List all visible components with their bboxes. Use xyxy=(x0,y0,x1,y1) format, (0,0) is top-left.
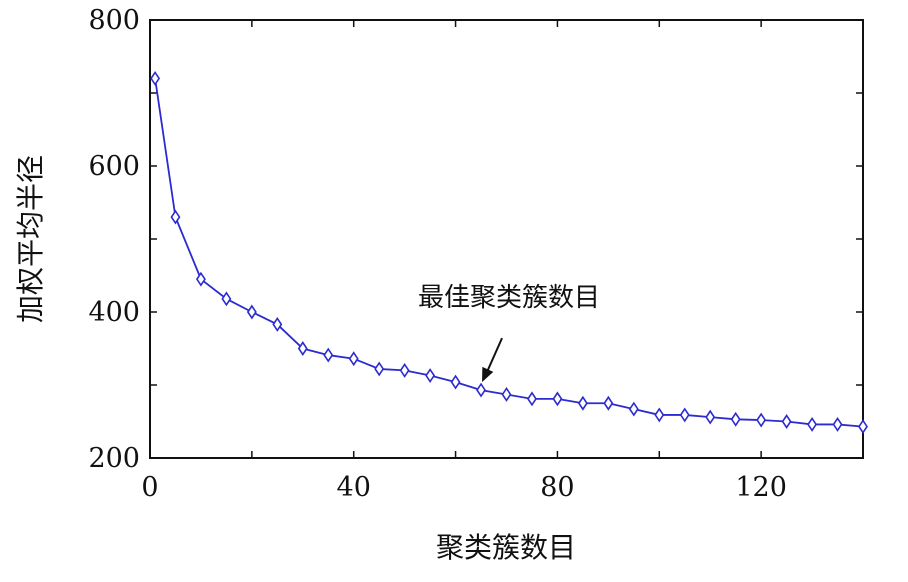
data-point xyxy=(195,271,206,287)
data-point xyxy=(476,382,486,398)
data-point xyxy=(654,407,665,423)
x-tick-label: 40 xyxy=(337,472,371,503)
annotation-arrow xyxy=(485,337,503,375)
data-point xyxy=(705,409,716,425)
data-point xyxy=(858,419,868,435)
annotation-arrowhead xyxy=(482,366,494,383)
data-point xyxy=(756,412,767,428)
data-point xyxy=(399,362,410,378)
y-tick-label: 600 xyxy=(88,151,140,182)
data-point xyxy=(781,414,792,429)
data-point xyxy=(552,391,563,407)
data-point xyxy=(150,70,161,86)
data-point xyxy=(323,347,334,363)
y-tick-label: 400 xyxy=(88,297,140,328)
x-tick-label: 80 xyxy=(540,472,574,503)
data-point xyxy=(246,304,257,320)
x-axis-title: 聚类簇数目 xyxy=(436,531,576,564)
y-tick-label: 800 xyxy=(88,5,140,36)
axis-ticks xyxy=(149,19,864,459)
data-point xyxy=(577,395,588,411)
data-point xyxy=(450,374,461,390)
data-point xyxy=(170,209,181,225)
data-point xyxy=(628,401,639,417)
x-tick-label: 0 xyxy=(141,472,158,503)
data-point xyxy=(272,316,283,332)
data-point xyxy=(374,361,385,377)
y-axis-title: 加权平均半径 xyxy=(14,155,47,323)
data-point xyxy=(348,351,359,367)
data-point xyxy=(425,368,436,383)
y-tick-label: 200 xyxy=(88,443,140,474)
series-line xyxy=(154,78,864,428)
data-markers xyxy=(150,70,868,435)
data-point xyxy=(501,387,512,402)
annotation-text: 最佳聚类簇数目 xyxy=(418,283,600,313)
data-point xyxy=(221,291,232,307)
data-point xyxy=(603,395,614,411)
data-point xyxy=(679,407,690,423)
data-point xyxy=(832,416,843,432)
data-point xyxy=(527,391,537,407)
x-tick-label: 120 xyxy=(735,472,787,503)
axis-tick-labels: 0 40 80 120 200 400 600 800 xyxy=(88,5,786,503)
data-point xyxy=(807,416,818,432)
data-point xyxy=(730,411,741,427)
data-point xyxy=(297,341,308,356)
